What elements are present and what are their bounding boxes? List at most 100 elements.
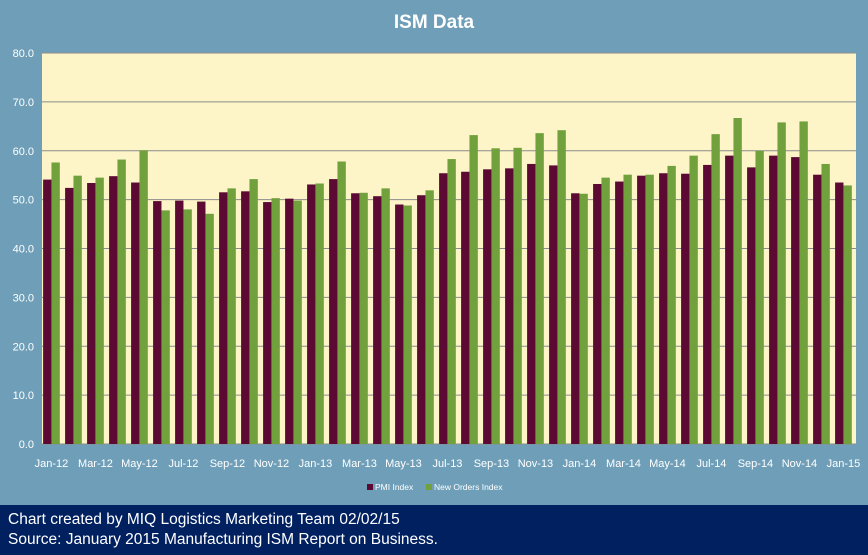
bar-pmi: [637, 175, 646, 444]
bar-new-orders: [73, 175, 82, 444]
bar-pmi: [813, 174, 822, 445]
bar-new-orders: [205, 213, 214, 444]
footer-credit-text: Chart created by MIQ Logistics Marketing…: [8, 511, 400, 528]
y-tick-label: 50.0: [13, 195, 34, 207]
bar-pmi: [769, 155, 778, 444]
bar-pmi: [351, 193, 360, 444]
bar-pmi: [461, 171, 470, 445]
bar-new-orders: [117, 159, 126, 445]
bar-pmi: [373, 196, 382, 444]
y-tick-label: 10.0: [13, 390, 34, 402]
bar-new-orders: [821, 163, 830, 445]
bar-pmi: [197, 201, 206, 444]
x-tick-label: Mar-13: [342, 458, 377, 470]
bar-new-orders: [447, 159, 456, 444]
x-tick-label: Jul-14: [696, 458, 726, 470]
y-tick-label: 80.0: [13, 48, 34, 60]
y-tick-label: 0.0: [19, 439, 34, 451]
bar-pmi: [615, 181, 624, 444]
x-tick-label: Jan-14: [563, 458, 597, 470]
bar-pmi: [395, 204, 404, 444]
bar-pmi: [505, 168, 514, 444]
bar-pmi: [571, 193, 580, 444]
bar-pmi: [527, 163, 536, 445]
y-tick-label: 60.0: [13, 146, 34, 158]
x-tick-label: Jan-13: [299, 458, 333, 470]
x-tick-label: May-14: [649, 458, 686, 470]
bar-pmi: [439, 173, 448, 445]
bar-new-orders: [843, 185, 852, 445]
x-tick-label: Nov-14: [782, 458, 817, 470]
x-tick-label: Sep-12: [210, 458, 245, 470]
bar-new-orders: [513, 147, 522, 444]
bar-pmi: [659, 173, 668, 445]
chart-title: ISM Data: [394, 12, 475, 33]
ism-chart: ISM Data 0.0 10.0 20.0 30.0 40.0 50.0 60.0 70.0…: [13, 12, 861, 492]
bar-new-orders: [711, 134, 720, 444]
bar-pmi: [747, 167, 756, 444]
bar-pmi: [153, 201, 162, 444]
x-tick-label: Jul-13: [432, 458, 462, 470]
bar-pmi: [483, 169, 492, 444]
x-axis-tick-labels: Jan-12 Mar-12 May-12 Jul-12 Sep-12 Nov-12 Jan-…: [35, 458, 861, 470]
bars: [43, 118, 852, 445]
x-tick-label: May-13: [385, 458, 422, 470]
bar-new-orders: [227, 188, 236, 444]
x-tick-label: Jul-12: [168, 458, 198, 470]
bar-new-orders: [689, 155, 698, 444]
x-tick-label: Mar-14: [606, 458, 641, 470]
bar-new-orders: [777, 122, 786, 444]
bar-new-orders: [623, 174, 632, 445]
bar-new-orders: [249, 179, 258, 444]
bar-pmi: [43, 179, 52, 444]
bar-pmi: [329, 179, 338, 444]
bar-new-orders: [271, 198, 280, 444]
x-tick-label: Jan-15: [827, 458, 861, 470]
bar-new-orders: [139, 150, 148, 445]
legend-label-new-orders: New Orders Index: [434, 482, 503, 492]
bar-new-orders: [183, 209, 192, 444]
bar-new-orders: [425, 190, 434, 444]
legend-swatch-pmi: [367, 484, 373, 490]
bar-new-orders: [579, 193, 588, 444]
bar-new-orders: [491, 148, 500, 444]
x-tick-label: Jan-12: [35, 458, 69, 470]
bar-new-orders: [293, 200, 302, 444]
bar-pmi: [417, 195, 426, 444]
bar-pmi: [219, 192, 228, 444]
x-tick-label: May-12: [121, 458, 158, 470]
x-tick-label: Nov-12: [254, 458, 289, 470]
bar-pmi: [65, 187, 74, 444]
bar-new-orders: [535, 133, 544, 444]
bar-pmi: [131, 182, 140, 445]
y-tick-label: 70.0: [13, 97, 34, 109]
bar-new-orders: [359, 192, 368, 444]
bar-pmi: [593, 183, 602, 445]
y-tick-label: 40.0: [13, 244, 34, 256]
chart-container: ISM Data 0.0 10.0 20.0 30.0 40.0 50.0 60.0 70.0…: [0, 0, 868, 505]
bar-pmi: [681, 173, 690, 444]
bar-new-orders: [667, 165, 676, 444]
y-tick-label: 30.0: [13, 292, 34, 304]
bar-pmi: [87, 183, 96, 444]
bar-new-orders: [733, 118, 742, 444]
bar-new-orders: [755, 150, 764, 444]
bar-pmi: [725, 155, 734, 444]
bar-new-orders: [403, 205, 412, 444]
y-axis-tick-labels: 0.0 10.0 20.0 30.0 40.0 50.0 60.0 70.0 80.0: [13, 48, 34, 451]
bar-pmi: [109, 176, 118, 445]
chart-footer: Chart created by MIQ Logistics Marketing…: [0, 505, 868, 555]
legend-swatch-new-orders: [426, 484, 432, 490]
bar-new-orders: [95, 177, 104, 444]
bar-pmi: [791, 157, 800, 444]
bar-new-orders: [161, 210, 170, 444]
x-tick-label: Nov-13: [518, 458, 553, 470]
x-tick-label: Sep-14: [738, 458, 773, 470]
bar-new-orders: [645, 174, 654, 445]
bar-new-orders: [601, 177, 610, 444]
x-tick-label: Mar-12: [78, 458, 113, 470]
y-tick-label: 20.0: [13, 341, 34, 353]
bar-pmi: [241, 191, 250, 444]
bar-pmi: [307, 184, 316, 444]
x-tick-label: Sep-13: [474, 458, 509, 470]
